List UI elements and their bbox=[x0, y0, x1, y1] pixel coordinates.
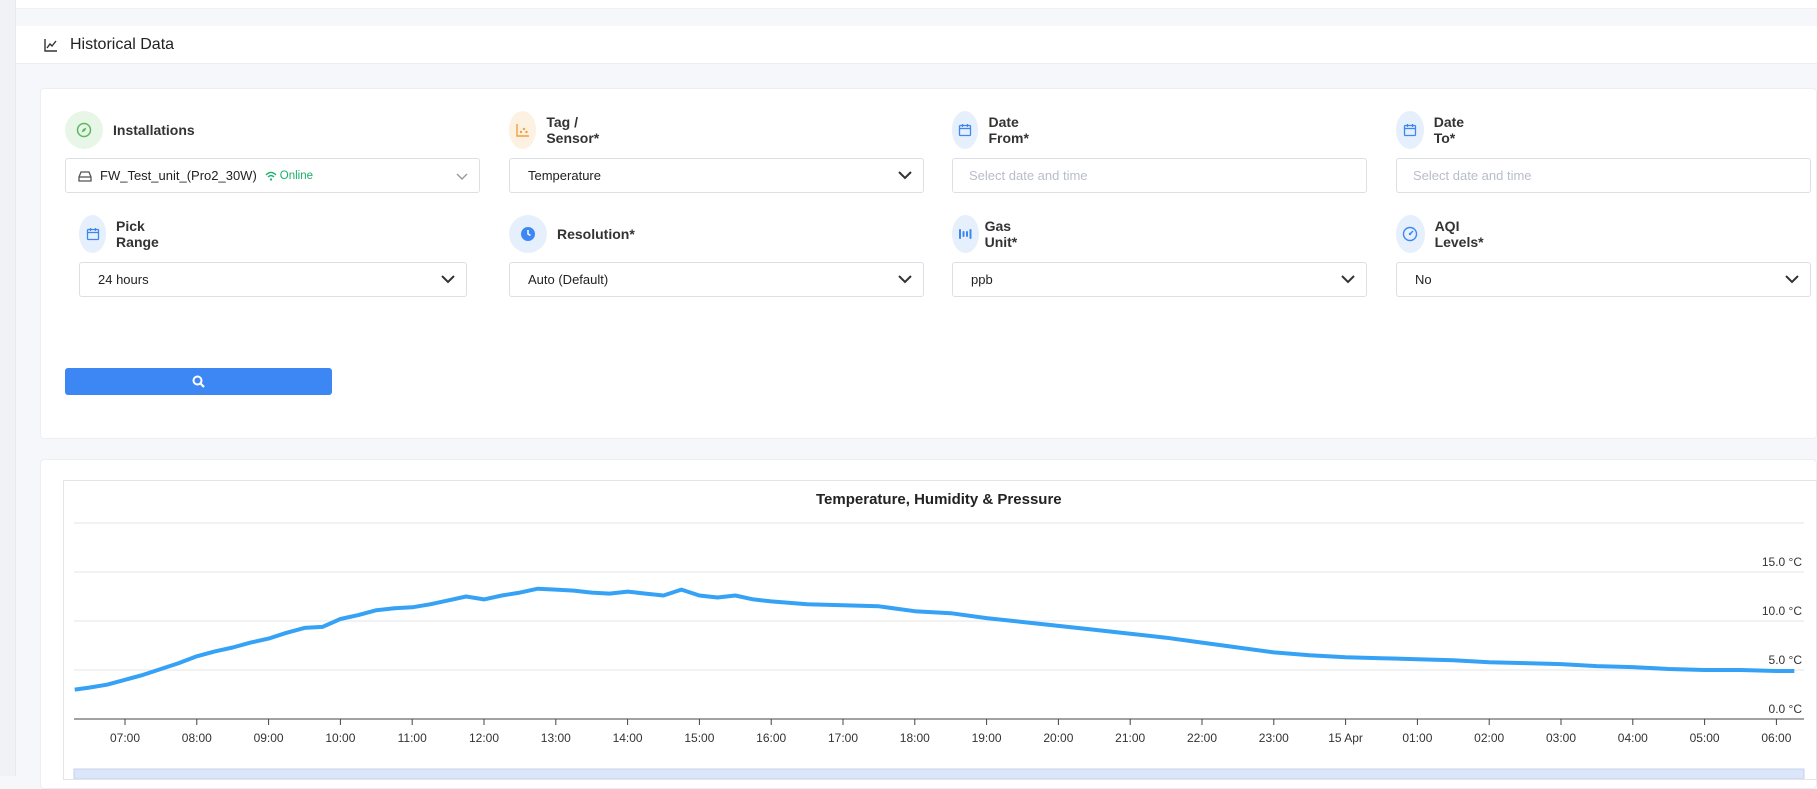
x-tick-label: 09:00 bbox=[254, 731, 284, 745]
top-strip bbox=[16, 0, 1817, 9]
installations-select[interactable]: FW_Test_unit_(Pro2_30W) Online bbox=[65, 158, 480, 193]
date-to-placeholder: Select date and time bbox=[1413, 168, 1532, 183]
x-tick-label: 13:00 bbox=[541, 731, 571, 745]
chevron-down-icon bbox=[897, 273, 913, 288]
aqi-levels-select[interactable]: No bbox=[1396, 262, 1811, 297]
x-tick-label: 11:00 bbox=[398, 731, 427, 745]
x-tick-label: 12:00 bbox=[469, 731, 499, 745]
x-tick-label: 20:00 bbox=[1043, 731, 1073, 745]
x-tick-label: 03:00 bbox=[1546, 731, 1576, 745]
gas-bars-icon bbox=[952, 215, 979, 253]
x-tick-label: 17:00 bbox=[828, 731, 858, 745]
chevron-down-icon bbox=[440, 273, 456, 288]
y-tick-label: 0.0 °C bbox=[1769, 702, 1803, 716]
aqi-levels-value: No bbox=[1415, 272, 1432, 287]
x-tick-label: 15:00 bbox=[684, 731, 714, 745]
x-tick-label: 06:00 bbox=[1761, 731, 1791, 745]
tag-sensor-label: Tag / Sensor* bbox=[546, 114, 600, 146]
x-tick-label: 04:00 bbox=[1618, 731, 1648, 745]
x-tick-label: 18:00 bbox=[900, 731, 930, 745]
calendar-icon bbox=[1396, 111, 1424, 149]
search-icon bbox=[192, 375, 205, 388]
gas-unit-label: Gas Unit* bbox=[984, 218, 1018, 250]
gas-unit-select[interactable]: ppb bbox=[952, 262, 1367, 297]
temperature-chart[interactable]: 0.0 °C 5.0 °C 10.0 °C 15.0 °C 07:00 08:00 09:0… bbox=[64, 481, 1816, 779]
page-header: Historical Data bbox=[16, 26, 1817, 64]
chart-container: Temperature, Humidity & Pressure 0.0 °C 5… bbox=[63, 480, 1817, 780]
date-to-input[interactable]: Select date and time bbox=[1396, 158, 1811, 193]
date-from-placeholder: Select date and time bbox=[969, 168, 1088, 183]
chart-title-text: Temperature, Humidity & Pressure bbox=[816, 491, 1062, 508]
chevron-down-icon bbox=[1340, 273, 1356, 288]
y-tick-label: 15.0 °C bbox=[1762, 555, 1802, 569]
aqi-levels-label: AQI Levels* bbox=[1434, 218, 1484, 250]
chevron-down-icon bbox=[897, 169, 913, 184]
resolution-select[interactable]: Auto (Default) bbox=[509, 262, 924, 297]
date-to-label: Date To* bbox=[1433, 114, 1465, 146]
online-status-text: Online bbox=[279, 169, 314, 182]
x-tick-label: 02:00 bbox=[1474, 731, 1504, 745]
left-rail bbox=[0, 0, 16, 776]
tag-sensor-value: Temperature bbox=[528, 168, 601, 183]
x-tick-label: 07:00 bbox=[110, 731, 140, 745]
x-tick-label: 08:00 bbox=[182, 731, 212, 745]
chevron-down-icon bbox=[1784, 273, 1800, 288]
y-tick-label: 10.0 °C bbox=[1762, 604, 1802, 618]
pick-range-label: Pick Range bbox=[116, 218, 159, 250]
filter-panel: Installations FW_Test_unit_(Pro2_30W) On… bbox=[40, 88, 1817, 439]
x-tick-label: 01:00 bbox=[1402, 731, 1432, 745]
calendar-icon bbox=[952, 111, 979, 149]
temperature-series-line[interactable] bbox=[74, 586, 1795, 692]
clock-icon bbox=[509, 215, 547, 253]
gauge-icon bbox=[1396, 215, 1425, 253]
y-tick-label: 5.0 °C bbox=[1769, 653, 1803, 667]
x-tick-label: 22:00 bbox=[1187, 731, 1217, 745]
pick-range-select[interactable]: 24 hours bbox=[79, 262, 467, 297]
chevron-down-icon bbox=[455, 170, 469, 185]
online-status: Online bbox=[265, 170, 313, 182]
calendar-icon bbox=[79, 215, 107, 253]
tag-sensor-select[interactable]: Temperature bbox=[509, 158, 924, 193]
x-tick-label: 23:00 bbox=[1259, 731, 1289, 745]
x-tick-label: 14:00 bbox=[613, 731, 643, 745]
x-tick-label: 15 Apr bbox=[1328, 731, 1363, 745]
range-navigator[interactable] bbox=[73, 768, 1805, 779]
installations-label: Installations bbox=[113, 122, 195, 138]
x-tick-label: 05:00 bbox=[1690, 731, 1720, 745]
x-tick-label: 19:00 bbox=[972, 731, 1002, 745]
date-from-label: Date From* bbox=[988, 114, 1029, 146]
x-tick-label: 21:00 bbox=[1115, 731, 1145, 745]
wifi-icon bbox=[265, 171, 277, 181]
compass-icon bbox=[65, 111, 103, 149]
device-icon bbox=[78, 170, 92, 182]
resolution-label: Resolution* bbox=[557, 226, 635, 242]
installations-value: FW_Test_unit_(Pro2_30W) bbox=[100, 168, 257, 183]
date-from-input[interactable]: Select date and time bbox=[952, 158, 1367, 193]
line-chart-icon bbox=[44, 38, 58, 52]
gas-unit-value: ppb bbox=[971, 272, 993, 287]
resolution-value: Auto (Default) bbox=[528, 272, 609, 287]
scatter-chart-icon bbox=[509, 111, 537, 149]
search-button[interactable] bbox=[65, 368, 332, 395]
x-tick-label: 16:00 bbox=[756, 731, 786, 745]
pick-range-value: 24 hours bbox=[98, 272, 149, 287]
x-tick-label: 10:00 bbox=[325, 731, 355, 745]
page-title: Historical Data bbox=[70, 35, 175, 53]
